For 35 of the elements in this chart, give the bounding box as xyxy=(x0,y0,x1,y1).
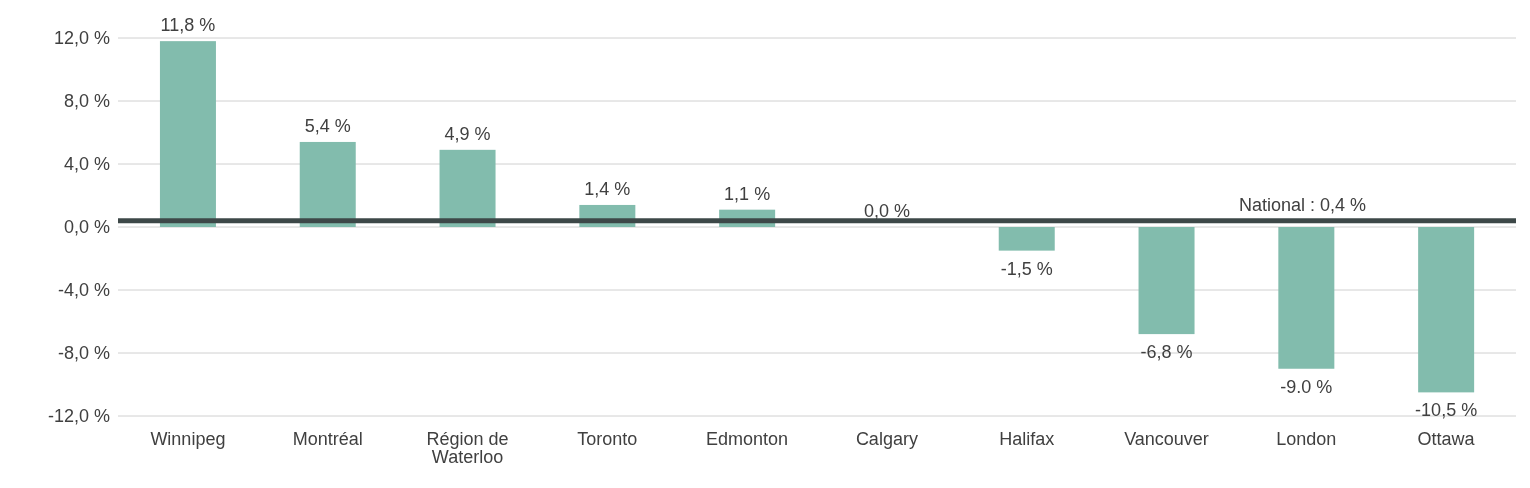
data-label: -1,5 % xyxy=(1000,258,1053,279)
data-label: -10,5 % xyxy=(1415,400,1478,421)
x-tick-label: Halifax xyxy=(999,428,1055,449)
bar xyxy=(1278,227,1335,369)
x-tick-label: Ottawa xyxy=(1417,428,1476,449)
bar xyxy=(299,141,356,227)
data-label: 1,4 % xyxy=(584,178,631,199)
data-label: 1,1 % xyxy=(724,183,771,204)
x-tick-label: Montréal xyxy=(292,428,363,449)
x-tick-label: Calgary xyxy=(855,428,918,449)
x-tick-label: London xyxy=(1276,428,1337,449)
x-tick-label: Winnipeg xyxy=(150,428,226,449)
y-tick-label: 12,0 % xyxy=(53,28,110,49)
data-label: 5,4 % xyxy=(304,115,351,136)
y-tick-label: -12,0 % xyxy=(47,406,110,427)
bar xyxy=(439,149,496,227)
y-tick-label: -8,0 % xyxy=(57,343,110,364)
data-label: 4,9 % xyxy=(444,123,491,144)
bar xyxy=(1418,227,1475,393)
x-tick-label: Edmonton xyxy=(706,428,789,449)
data-label: -6,8 % xyxy=(1140,342,1193,363)
bar xyxy=(159,41,216,227)
y-tick-label: 8,0 % xyxy=(63,91,110,112)
y-tick-label: -4,0 % xyxy=(57,280,110,301)
y-tick-label: 4,0 % xyxy=(63,154,110,175)
bar xyxy=(998,227,1055,251)
x-tick-label: Région de Waterloo xyxy=(426,428,509,467)
ref-line-label: National : 0,4 % xyxy=(1238,194,1366,215)
data-label: -9.0 % xyxy=(1280,376,1333,397)
bar xyxy=(1138,227,1195,335)
x-tick-label: Vancouver xyxy=(1124,428,1209,449)
y-tick-label: 0,0 % xyxy=(63,217,110,238)
data-label: 11,8 % xyxy=(160,15,216,36)
x-tick-label: Toronto xyxy=(577,428,638,449)
data-label: 0,0 % xyxy=(863,201,910,221)
